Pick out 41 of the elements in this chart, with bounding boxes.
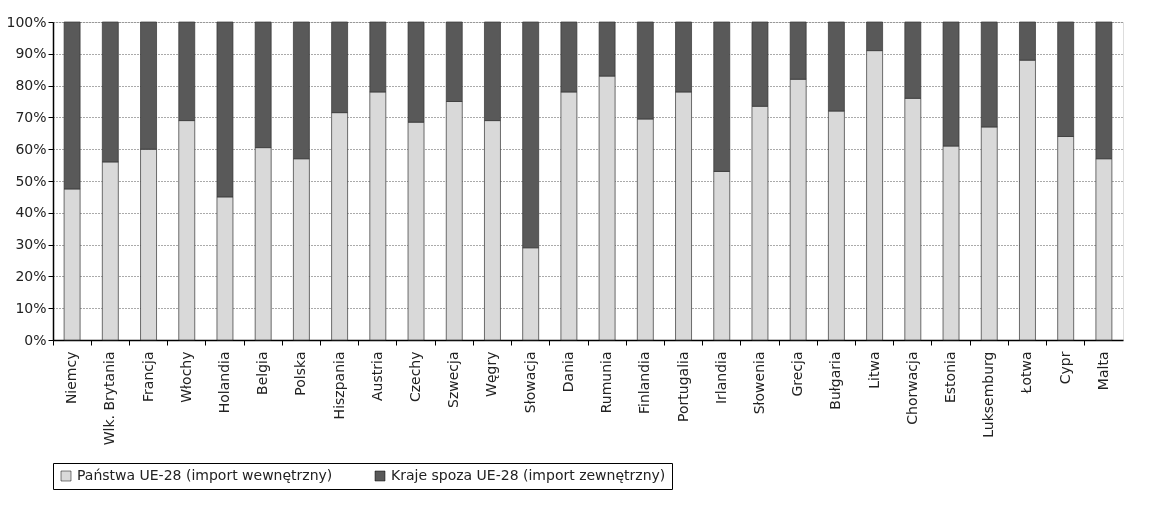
x-tick-label: Estonia <box>942 351 959 404</box>
x-tick-label: Bułgaria <box>827 351 844 410</box>
legend-label: Państwa UE-28 (import wewnętrzny) <box>77 467 333 483</box>
x-tick-label: Szwecja <box>445 351 462 408</box>
x-tick-label: Francja <box>139 351 156 402</box>
y-tick-label: 0% <box>24 331 47 348</box>
y-tick-label: 40% <box>15 204 47 221</box>
x-tick-label: Portugalia <box>674 351 691 422</box>
y-tick-label: 100% <box>6 13 47 30</box>
x-tick-label: Niemcy <box>63 351 80 405</box>
x-tick-label: Austria <box>368 351 385 401</box>
x-tick-label: Luksemburg <box>980 351 997 438</box>
x-tick-label: Cypr <box>1056 351 1073 385</box>
x-tick-label: Słowenia <box>750 351 767 415</box>
y-tick-label: 80% <box>15 77 47 94</box>
x-tick-label: Łotwa <box>1018 351 1035 395</box>
x-tick-label: Rumunia <box>598 351 615 414</box>
x-tick-label: Irlandia <box>712 351 729 405</box>
x-tick-label: Włochy <box>177 351 194 403</box>
y-tick-label: 50% <box>15 172 47 189</box>
y-tick-label: 20% <box>15 267 47 284</box>
y-tick-label: 60% <box>15 140 47 157</box>
y-tick-label: 10% <box>15 299 47 316</box>
x-tick-label: Polska <box>292 351 309 396</box>
legend-label: Kraje spoza UE-28 (import zewnętrzny) <box>391 467 666 483</box>
x-tick-label: Chorwacja <box>903 351 920 425</box>
x-tick-label: Hiszpania <box>330 351 347 420</box>
x-tick-label: Malta <box>1094 351 1111 391</box>
x-tick-label: Wlk. Brytania <box>101 351 118 446</box>
x-tick-label: Grecja <box>789 351 806 397</box>
x-tick-label: Słowacja <box>521 351 538 414</box>
x-tick-label: Holandia <box>215 351 232 414</box>
x-tick-label: Dania <box>559 351 576 393</box>
y-tick-label: 70% <box>15 108 47 125</box>
x-tick-label: Belgia <box>254 351 271 395</box>
y-tick-label: 30% <box>15 236 47 253</box>
x-tick-label: Czechy <box>407 351 424 403</box>
x-tick-label: Węgry <box>483 351 500 397</box>
x-tick-label: Litwa <box>865 351 882 389</box>
x-tick-label: Finlandia <box>636 351 653 414</box>
y-tick-label: 90% <box>15 45 47 62</box>
